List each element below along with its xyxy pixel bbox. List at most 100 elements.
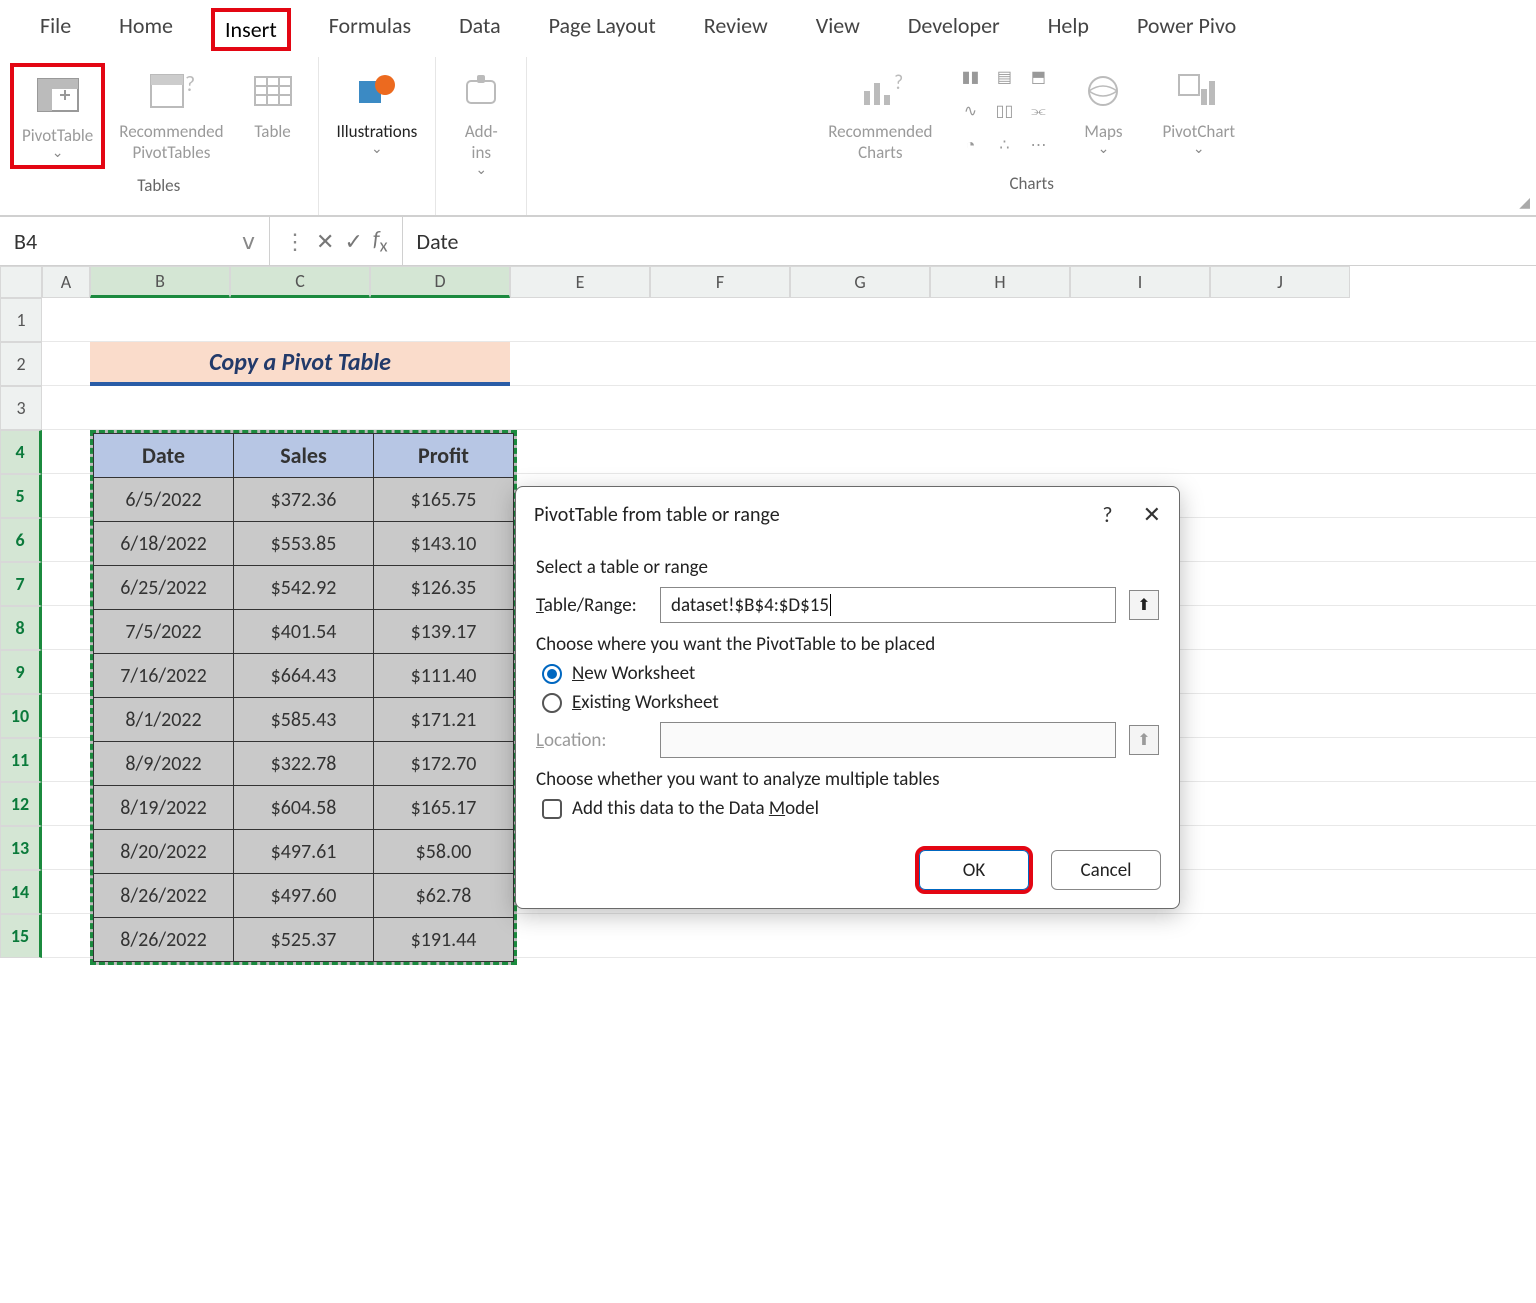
- illustrations-button[interactable]: Illustrations: [329, 63, 426, 161]
- row-header-11[interactable]: 11: [0, 738, 42, 782]
- row-header-13[interactable]: 13: [0, 826, 42, 870]
- table-cell: $126.35: [374, 566, 514, 610]
- tab-page-layout[interactable]: Page Layout: [539, 8, 666, 51]
- close-icon[interactable]: ✕: [1143, 501, 1161, 528]
- table-cell: $553.85: [234, 522, 374, 566]
- table-row: 8/26/2022$525.37$191.44: [94, 918, 514, 962]
- col-header-B[interactable]: B: [90, 266, 230, 298]
- table-cell: 6/25/2022: [94, 566, 234, 610]
- ok-button[interactable]: OK: [919, 850, 1029, 890]
- dialog-titlebar[interactable]: PivotTable from table or range ? ✕: [516, 487, 1179, 542]
- illustrations-icon: [353, 67, 401, 115]
- table-cell: $191.44: [374, 918, 514, 962]
- formula-input[interactable]: Date: [403, 228, 1536, 255]
- col-header-D[interactable]: D: [370, 266, 510, 298]
- recommended-charts-button[interactable]: ? Recommended Charts: [820, 63, 940, 167]
- table-cell: $111.40: [374, 654, 514, 698]
- chart-combo-icon[interactable]: ⫘: [1024, 97, 1052, 125]
- table-cell: $604.58: [234, 786, 374, 830]
- checkbox-icon: [542, 799, 562, 819]
- chart-line-icon[interactable]: ∿: [956, 97, 984, 125]
- name-box-dropdown-icon[interactable]: ⅴ: [242, 228, 255, 255]
- col-header-I[interactable]: I: [1070, 266, 1210, 298]
- row-header-5[interactable]: 5: [0, 474, 42, 518]
- table-cell: $165.75: [374, 478, 514, 522]
- row-header-6[interactable]: 6: [0, 518, 42, 562]
- table-cell: $62.78: [374, 874, 514, 918]
- help-icon[interactable]: ?: [1102, 501, 1112, 528]
- cancel-formula-icon[interactable]: ✕: [316, 228, 334, 255]
- col-header-G[interactable]: G: [790, 266, 930, 298]
- tab-file[interactable]: File: [30, 8, 81, 51]
- tab-home[interactable]: Home: [109, 8, 183, 51]
- row-header-14[interactable]: 14: [0, 870, 42, 914]
- addins-button[interactable]: Add- ins: [446, 63, 516, 182]
- chart-pie-icon[interactable]: ◔: [956, 131, 984, 159]
- chart-column-icon[interactable]: ▮▮: [956, 63, 984, 91]
- tab-data[interactable]: Data: [449, 8, 511, 51]
- row-header-4[interactable]: 4: [0, 430, 42, 474]
- row-header-8[interactable]: 8: [0, 606, 42, 650]
- formula-bar: B4 ⅴ ⋮ ✕ ✓ fx Date: [0, 216, 1536, 266]
- radio-existing-worksheet[interactable]: Existing Worksheet: [542, 691, 1159, 714]
- recommended-pivottables-label: Recommended PivotTables: [119, 121, 223, 163]
- chart-gallery[interactable]: ▮▮ ▤ ⬒ ∿ ▯▯ ⫘ ◔ ∴ ⋯: [956, 63, 1052, 159]
- name-box[interactable]: B4 ⅴ: [0, 217, 270, 265]
- location-input: [660, 722, 1116, 758]
- chart-waterfall-icon[interactable]: ⬒: [1024, 63, 1052, 91]
- table-row: 7/16/2022$664.43$111.40: [94, 654, 514, 698]
- radio-new-worksheet[interactable]: New Worksheet: [542, 662, 1159, 685]
- row-header-9[interactable]: 9: [0, 650, 42, 694]
- ribbon-group-tables: PivotTable ? Recommended PivotTables Tab…: [0, 57, 319, 215]
- tab-developer[interactable]: Developer: [898, 8, 1010, 51]
- table-cell: $322.78: [234, 742, 374, 786]
- col-header-H[interactable]: H: [930, 266, 1070, 298]
- table-cell: 8/26/2022: [94, 918, 234, 962]
- tab-view[interactable]: View: [806, 8, 870, 51]
- tab-formulas[interactable]: Formulas: [319, 8, 421, 51]
- table-cell: $143.10: [374, 522, 514, 566]
- row-header-10[interactable]: 10: [0, 694, 42, 738]
- col-header-C[interactable]: C: [230, 266, 370, 298]
- select-all-corner[interactable]: [0, 266, 42, 298]
- table-cell: $172.70: [374, 742, 514, 786]
- table-cell: 8/26/2022: [94, 874, 234, 918]
- row-header-15[interactable]: 15: [0, 914, 42, 958]
- cancel-button[interactable]: Cancel: [1051, 850, 1161, 890]
- maps-button[interactable]: Maps: [1068, 63, 1138, 161]
- chart-histogram-icon[interactable]: ▯▯: [990, 97, 1018, 125]
- row-header-1[interactable]: 1: [0, 298, 42, 342]
- checkbox-data-model[interactable]: Add this data to the Data Model: [542, 797, 1159, 820]
- table-cell: 8/19/2022: [94, 786, 234, 830]
- accept-formula-icon[interactable]: ✓: [344, 228, 362, 255]
- chart-bar-icon[interactable]: ▤: [990, 63, 1018, 91]
- row-header-7[interactable]: 7: [0, 562, 42, 606]
- col-header-A[interactable]: A: [42, 266, 90, 298]
- table-range-input[interactable]: dataset!$B$4:$D$15: [660, 587, 1116, 623]
- row-header-2[interactable]: 2: [0, 342, 42, 386]
- range-picker-button[interactable]: ⬆: [1129, 590, 1159, 620]
- pivotchart-button[interactable]: PivotChart: [1154, 63, 1243, 161]
- pivottable-button[interactable]: PivotTable: [10, 63, 105, 169]
- table-row: 6/18/2022$553.85$143.10: [94, 522, 514, 566]
- table-button[interactable]: Table: [238, 63, 308, 169]
- chart-scatter-icon[interactable]: ∴: [990, 131, 1018, 159]
- col-header-F[interactable]: F: [650, 266, 790, 298]
- col-header-E[interactable]: E: [510, 266, 650, 298]
- col-header-J[interactable]: J: [1210, 266, 1350, 298]
- fx-icon[interactable]: fx: [373, 225, 388, 256]
- table-cell: $497.60: [234, 874, 374, 918]
- formula-bar-buttons: ⋮ ✕ ✓ fx: [270, 217, 403, 265]
- radio-off-icon: [542, 693, 562, 713]
- maps-icon: [1079, 67, 1127, 115]
- charts-dialog-launcher-icon[interactable]: ◢: [1519, 194, 1530, 211]
- tab-help[interactable]: Help: [1038, 8, 1099, 51]
- recommended-pivottables-button[interactable]: ? Recommended PivotTables: [111, 63, 231, 169]
- tab-power-pivot[interactable]: Power Pivo: [1127, 8, 1246, 51]
- tab-review[interactable]: Review: [694, 8, 778, 51]
- chart-more-icon[interactable]: ⋯: [1024, 131, 1052, 159]
- row-header-12[interactable]: 12: [0, 782, 42, 826]
- row-header-3[interactable]: 3: [0, 386, 42, 430]
- pivottable-icon: [34, 71, 82, 119]
- tab-insert[interactable]: Insert: [211, 8, 291, 51]
